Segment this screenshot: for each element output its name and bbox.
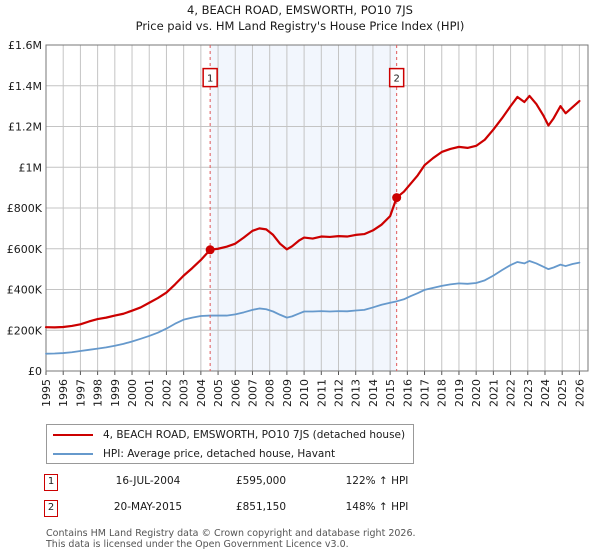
y-axis-tick-label: £1M: [19, 161, 43, 174]
x-axis-tick-label: 2019: [453, 379, 466, 407]
chart-title-block: 4, BEACH ROAD, EMSWORTH, PO10 7JS Price …: [0, 2, 600, 34]
price-chart-svg: £0 £200K £400K £600K £800K £1M £1.2M £1.4M £1.6M…: [7, 39, 589, 407]
y-axis-tick-label: £600K: [7, 243, 43, 256]
legend-label-price-paid: 4, BEACH ROAD, EMSWORTH, PO10 7JS (detac…: [103, 428, 406, 441]
series-line-price-paid: [44, 94, 581, 329]
series-line-hpi: [45, 260, 581, 355]
y-axis-tick-label: £1.6M: [8, 39, 42, 52]
x-axis-tick-label: 2013: [350, 379, 363, 407]
legend-line-swatch-blue: [53, 452, 93, 455]
sale-point-marker[interactable]: [392, 193, 402, 203]
footer-line-1: Contains HM Land Registry data © Crown c…: [46, 528, 416, 539]
x-axis-tick-label: 1999: [109, 379, 122, 407]
x-axis-tick-label: 2014: [367, 379, 380, 407]
transaction-hpi-delta-1: 122% ↑ HPI: [345, 475, 409, 487]
chart-legend: 4, BEACH ROAD, EMSWORTH, PO10 7JS (detac…: [46, 424, 414, 464]
x-axis-tick-label: 1995: [40, 379, 53, 407]
legend-item-price-paid: 4, BEACH ROAD, EMSWORTH, PO10 7JS (detac…: [47, 425, 413, 444]
x-axis-tick-label: 2024: [539, 379, 552, 407]
y-axis-tick-label: £0: [28, 365, 42, 378]
x-axis-tick-label: 2016: [401, 379, 414, 407]
x-axis-tick-label: 2004: [195, 379, 208, 407]
x-axis-tick-label: 2010: [298, 379, 311, 407]
x-axis-tick-label: 2022: [505, 379, 518, 407]
transaction-price-2: £851,150: [235, 501, 287, 513]
x-axis-tick-label: 1998: [92, 379, 105, 407]
x-axis-tick-label: 2025: [556, 379, 569, 407]
x-axis-tick-label: 2011: [315, 379, 328, 407]
table-row[interactable]: 2 20-MAY-2015 £851,150 148% ↑ HPI: [44, 498, 464, 524]
transaction-hpi-delta-2: 148% ↑ HPI: [345, 501, 409, 513]
sale-marker-number: 2: [393, 74, 399, 85]
x-axis-tick-label: 2009: [281, 379, 294, 407]
footer-line-2: This data is licensed under the Open Gov…: [46, 539, 349, 550]
y-axis-tick-label: £800K: [7, 202, 43, 215]
table-row[interactable]: 1 16-JUL-2004 £595,000 122% ↑ HPI: [44, 472, 464, 498]
sale-marker-number: 1: [207, 74, 213, 85]
x-axis-tick-label: 2012: [333, 379, 346, 407]
sale-marker-box[interactable]: [202, 67, 218, 88]
x-axis-tick-label: 1997: [74, 379, 87, 407]
x-axis-tick-label: 2017: [419, 379, 432, 407]
transactions-table: 1 16-JUL-2004 £595,000 122% ↑ HPI 2 20-M…: [44, 472, 464, 524]
x-axis-tick-label: 2026: [573, 379, 586, 407]
x-axis-tick-label: 2018: [436, 379, 449, 407]
x-axis-tick-label: 2023: [522, 379, 535, 407]
x-axis-tick-label: 2021: [487, 379, 500, 407]
x-axis-tick-label: 2001: [143, 379, 156, 407]
x-axis-tick-label: 1996: [57, 379, 70, 407]
copyright-footer: Contains HM Land Registry data © Crown c…: [46, 528, 566, 550]
legend-label-hpi: HPI: Average price, detached house, Hava…: [103, 447, 336, 460]
x-axis-tick-label: 2020: [470, 379, 483, 407]
chart-plot-area: £0 £200K £400K £600K £800K £1M £1.2M £1.4M £1.6M…: [7, 39, 589, 407]
x-axis-tick-label: 2008: [264, 379, 277, 407]
x-axis-tick-label: 2006: [229, 379, 242, 407]
transaction-price-1: £595,000: [235, 475, 287, 487]
transaction-date-2: 20-MAY-2015: [113, 501, 183, 513]
sale-marker-box[interactable]: [388, 67, 405, 88]
page-title: 4, BEACH ROAD, EMSWORTH, PO10 7JS: [187, 3, 413, 17]
y-axis-tick-label: £1.2M: [8, 121, 42, 134]
y-axis-tick-label: £200K: [7, 324, 43, 337]
transaction-badge-1: 1: [44, 474, 58, 491]
sale-point-marker[interactable]: [205, 245, 215, 255]
plot-border: [45, 44, 589, 372]
page-subtitle: Price paid vs. HM Land Registry's House …: [135, 19, 465, 33]
legend-item-hpi: HPI: Average price, detached house, Hava…: [47, 444, 413, 463]
x-axis-tick-label: 2007: [246, 379, 259, 407]
legend-line-swatch-red: [53, 433, 93, 436]
x-axis-tick-label: 2000: [126, 379, 139, 407]
x-axis-tick-label: 2015: [384, 379, 397, 407]
x-axis-tick-label: 2002: [160, 379, 173, 407]
y-axis-tick-label: £400K: [7, 284, 43, 297]
transaction-badge-2: 2: [44, 500, 58, 517]
transaction-date-1: 16-JUL-2004: [115, 475, 181, 487]
x-axis-tick-label: 2005: [212, 379, 225, 407]
y-axis-tick-label: £1.4M: [8, 80, 42, 93]
x-axis-tick-label: 2003: [178, 379, 191, 407]
